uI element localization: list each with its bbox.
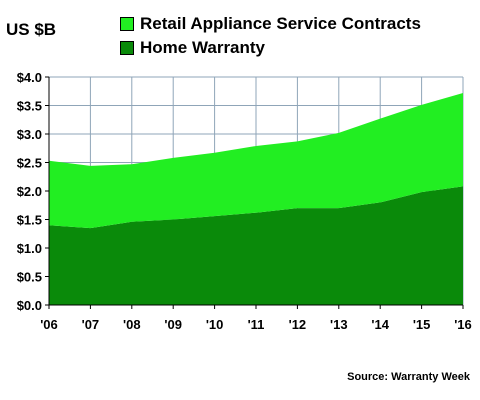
x-tick-label: '09 [164,317,182,332]
legend-swatch-retail [120,17,134,31]
x-tick-label: '16 [454,317,472,332]
y-unit-label: US $B [6,20,57,39]
x-tick-label: '12 [289,317,307,332]
y-tick-label: $2.5 [17,156,42,171]
x-tick-label: '10 [206,317,224,332]
y-tick-label: $1.0 [17,241,42,256]
legend-item-retail: Retail Appliance Service Contracts [120,12,421,36]
y-tick-label: $3.0 [17,127,42,142]
source-note: Source: Warranty Week [347,371,470,383]
area-retail-appliance [49,93,463,229]
y-tick-label: $0.5 [17,270,42,285]
y-tick-label: $2.0 [17,184,42,199]
y-tick-label: $3.5 [17,99,42,114]
y-tick-label: $1.5 [17,213,42,228]
x-tick-label: '14 [371,317,389,332]
x-tick-label: '06 [40,317,58,332]
legend-swatch-home [120,41,134,55]
legend: Retail Appliance Service Contracts Home … [120,12,421,60]
area-home-warranty [49,186,463,305]
x-tick-label: '15 [413,317,431,332]
x-tick-label: '13 [330,317,348,332]
y-tick-label: $0.0 [17,298,42,313]
x-tick-label: '07 [82,317,100,332]
y-tick-label: $4.0 [17,70,42,85]
x-tick-label: '11 [248,317,265,332]
legend-label-home: Home Warranty [140,38,266,57]
legend-label-retail: Retail Appliance Service Contracts [140,14,421,33]
x-tick-label: '08 [123,317,141,332]
legend-item-home: Home Warranty [120,36,421,60]
